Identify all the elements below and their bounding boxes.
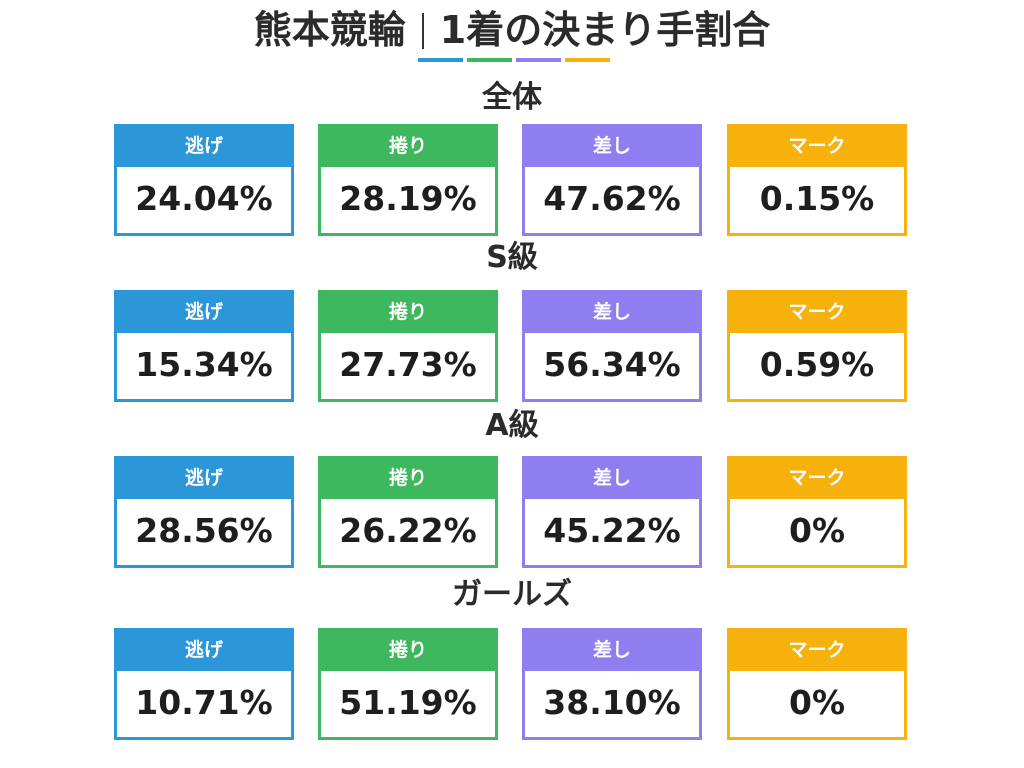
section-label: S級 (486, 240, 538, 275)
card-header: 差し (525, 631, 699, 671)
title-bar-sashi (516, 58, 561, 62)
card-value: 27.73% (339, 345, 477, 384)
card-sashi: 差し 38.10% (522, 628, 702, 740)
card-makuri: 捲り 26.22% (318, 456, 498, 568)
section-label: ガールズ (452, 577, 572, 612)
card-mark: マーク 0.59% (727, 290, 907, 402)
card-sashi: 差し 47.62% (522, 124, 702, 236)
card-nige: 逃げ 10.71% (114, 628, 294, 740)
card-header: 差し (525, 127, 699, 167)
card-mark: マーク 0% (727, 628, 907, 740)
card-header: マーク (730, 293, 904, 333)
card-header: 逃げ (117, 293, 291, 333)
card-value: 0% (788, 683, 846, 722)
card-header: 捲り (321, 631, 495, 671)
card-mark: マーク 0.15% (727, 124, 907, 236)
card-header: マーク (730, 127, 904, 167)
card-sashi: 差し 45.22% (522, 456, 702, 568)
title-venue: 熊本競輪 (253, 8, 406, 52)
card-value: 51.19% (339, 683, 477, 722)
card-value: 10.71% (135, 683, 273, 722)
card-nige: 逃げ 15.34% (114, 290, 294, 402)
card-mark: マーク 0% (727, 456, 907, 568)
card-header: 逃げ (117, 459, 291, 499)
card-header: 逃げ (117, 631, 291, 671)
card-makuri: 捲り 51.19% (318, 628, 498, 740)
card-value: 28.56% (135, 511, 273, 550)
card-value: 38.10% (543, 683, 681, 722)
card-value: 0.15% (759, 179, 875, 218)
title-bar-mark (565, 58, 610, 62)
card-makuri: 捲り 28.19% (318, 124, 498, 236)
card-header: 差し (525, 459, 699, 499)
card-value: 0.59% (759, 345, 875, 384)
page-title: 熊本競輪 1着の決まり手割合 (0, 6, 1024, 54)
card-value: 15.34% (135, 345, 273, 384)
card-value: 28.19% (339, 179, 477, 218)
card-header: マーク (730, 631, 904, 671)
section-label: A級 (485, 408, 539, 443)
title-subject: 1着の決まり手割合 (439, 8, 771, 52)
card-value: 56.34% (543, 345, 681, 384)
title-bar-makuri (467, 58, 512, 62)
card-sashi: 差し 56.34% (522, 290, 702, 402)
title-separator (421, 13, 424, 49)
title-bar-nige (418, 58, 463, 62)
card-value: 26.22% (339, 511, 477, 550)
title-color-bar (418, 58, 610, 62)
section-label: 全体 (482, 80, 542, 115)
card-value: 47.62% (543, 179, 681, 218)
card-value: 45.22% (543, 511, 681, 550)
card-header: 逃げ (117, 127, 291, 167)
card-header: マーク (730, 459, 904, 499)
card-header: 差し (525, 293, 699, 333)
card-header: 捲り (321, 127, 495, 167)
card-header: 捲り (321, 293, 495, 333)
card-value: 24.04% (135, 179, 273, 218)
card-value: 0% (788, 511, 846, 550)
card-nige: 逃げ 24.04% (114, 124, 294, 236)
card-header: 捲り (321, 459, 495, 499)
card-nige: 逃げ 28.56% (114, 456, 294, 568)
card-makuri: 捲り 27.73% (318, 290, 498, 402)
